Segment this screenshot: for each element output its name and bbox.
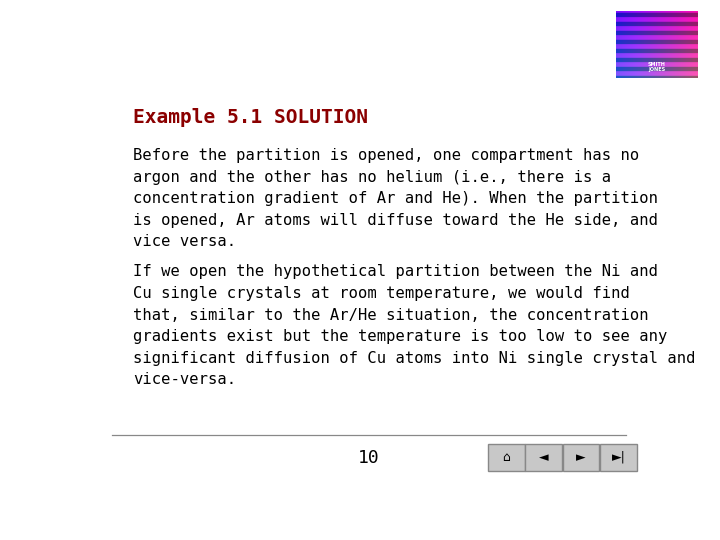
FancyBboxPatch shape (488, 443, 525, 471)
Text: ◄: ◄ (539, 451, 549, 464)
Text: SMITH
JONES: SMITH JONES (648, 62, 666, 72)
FancyBboxPatch shape (600, 443, 637, 471)
Text: If we open the hypothetical partition between the Ni and
Cu single crystals at r: If we open the hypothetical partition be… (133, 265, 696, 387)
FancyBboxPatch shape (526, 443, 562, 471)
FancyBboxPatch shape (562, 443, 600, 471)
Text: 10: 10 (358, 449, 380, 467)
Text: ►: ► (576, 451, 586, 464)
Text: Example 5.1 SOLUTION: Example 5.1 SOLUTION (133, 109, 368, 127)
Text: ►|: ►| (611, 451, 626, 464)
Text: Before the partition is opened, one compartment has no
argon and the other has n: Before the partition is opened, one comp… (133, 148, 658, 249)
Text: ⌂: ⌂ (503, 451, 510, 464)
